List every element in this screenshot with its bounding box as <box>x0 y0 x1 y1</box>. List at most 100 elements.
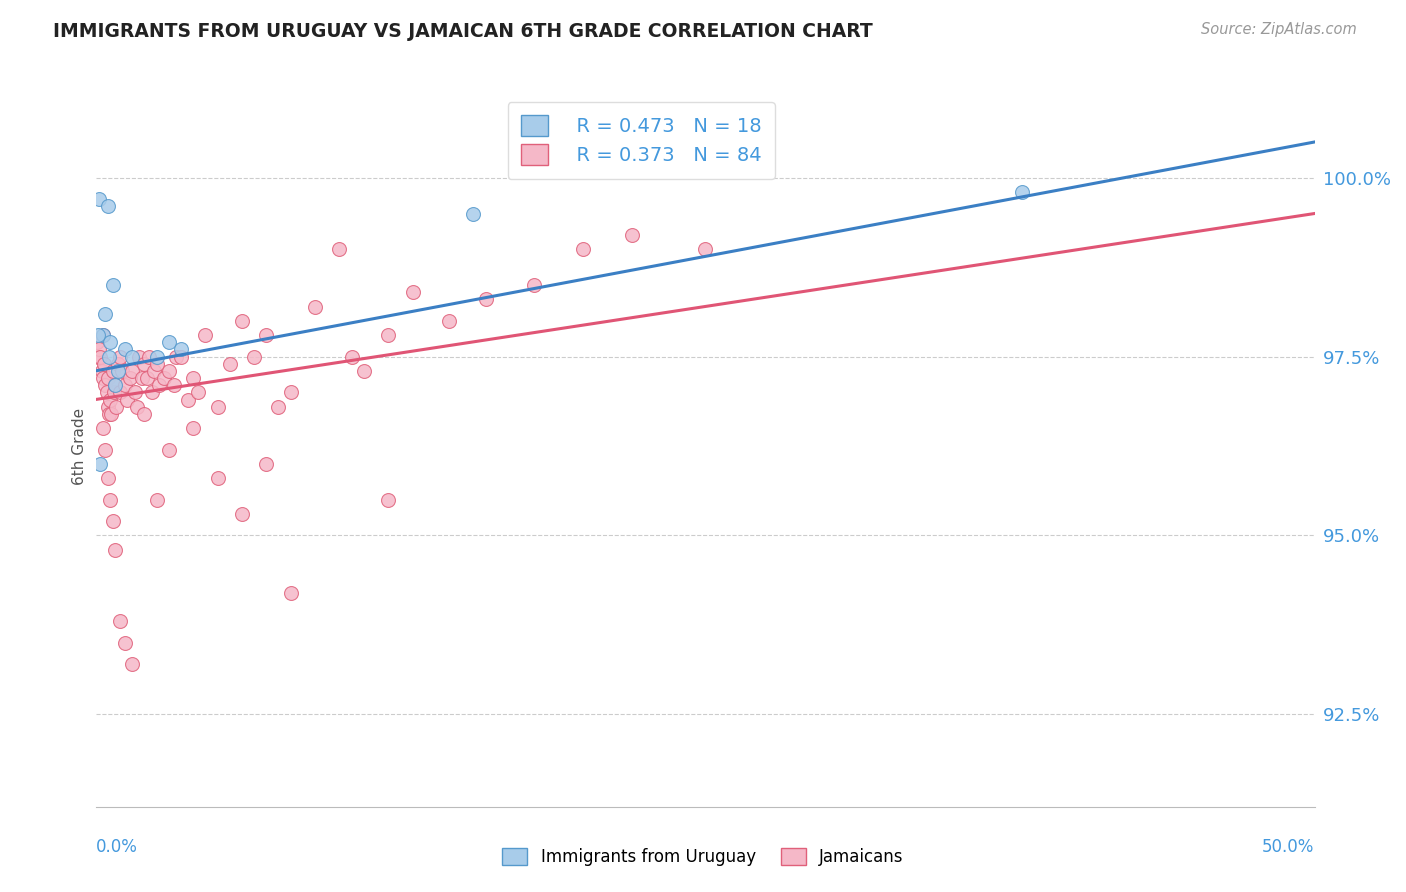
Point <box>280 585 302 599</box>
Point <box>194 328 217 343</box>
Point <box>145 492 167 507</box>
Point <box>1011 185 1033 199</box>
Point <box>187 385 209 400</box>
Point <box>177 392 200 407</box>
Point <box>94 378 117 392</box>
Point <box>103 385 125 400</box>
Point <box>117 392 139 407</box>
Text: Source: ZipAtlas.com: Source: ZipAtlas.com <box>1201 22 1357 37</box>
Point <box>108 614 131 628</box>
Point <box>128 350 150 364</box>
Point <box>98 350 121 364</box>
Point <box>401 285 423 300</box>
Point <box>162 378 184 392</box>
Point <box>98 392 121 407</box>
Point <box>377 492 399 507</box>
Point <box>181 421 204 435</box>
Point <box>353 364 375 378</box>
Point <box>153 371 176 385</box>
Point <box>138 350 160 364</box>
Point <box>170 350 193 364</box>
Point <box>231 507 253 521</box>
Point <box>134 407 156 421</box>
Point <box>141 385 163 400</box>
Point <box>125 400 148 414</box>
Point <box>94 442 117 457</box>
Point <box>207 471 229 485</box>
Legend:   R = 0.473   N = 18,   R = 0.373   N = 84: R = 0.473 N = 18, R = 0.373 N = 84 <box>508 102 775 179</box>
Point <box>104 378 127 392</box>
Point <box>101 514 124 528</box>
Point <box>93 357 115 371</box>
Point <box>97 400 120 414</box>
Point <box>463 206 485 220</box>
Point <box>121 364 143 378</box>
Point <box>91 328 114 343</box>
Point <box>97 371 120 385</box>
Point <box>157 364 180 378</box>
Point <box>105 400 128 414</box>
Point <box>100 407 122 421</box>
Point <box>98 335 121 350</box>
Point <box>340 350 363 364</box>
Point <box>145 357 167 371</box>
Point <box>254 328 277 343</box>
Y-axis label: 6th Grade: 6th Grade <box>72 408 87 484</box>
Point <box>620 227 643 242</box>
Point <box>104 378 127 392</box>
Legend: Immigrants from Uruguay, Jamaicans: Immigrants from Uruguay, Jamaicans <box>496 841 910 873</box>
Point <box>114 378 136 392</box>
Point <box>97 471 120 485</box>
Point <box>97 199 120 213</box>
Text: 50.0%: 50.0% <box>1263 838 1315 855</box>
Point <box>104 542 127 557</box>
Point <box>328 242 350 256</box>
Point <box>207 400 229 414</box>
Point <box>157 442 180 457</box>
Point <box>143 364 166 378</box>
Point <box>91 371 114 385</box>
Point <box>107 357 129 371</box>
Point <box>243 350 266 364</box>
Point <box>437 314 460 328</box>
Point <box>165 350 187 364</box>
Point <box>121 657 143 672</box>
Point <box>280 385 302 400</box>
Point <box>107 364 129 378</box>
Text: 0.0%: 0.0% <box>96 838 138 855</box>
Point <box>131 371 153 385</box>
Point <box>121 350 143 364</box>
Point <box>96 385 118 400</box>
Point <box>304 300 326 314</box>
Point <box>572 242 595 256</box>
Point <box>114 343 136 357</box>
Point <box>695 242 717 256</box>
Point <box>89 350 111 364</box>
Point <box>377 328 399 343</box>
Point <box>181 371 204 385</box>
Point <box>91 421 114 435</box>
Point <box>157 335 180 350</box>
Point <box>267 400 290 414</box>
Point <box>218 357 240 371</box>
Point <box>114 636 136 650</box>
Point <box>474 293 496 307</box>
Point <box>134 357 156 371</box>
Point <box>101 364 124 378</box>
Point <box>145 350 167 364</box>
Point <box>94 307 117 321</box>
Point <box>108 385 131 400</box>
Point <box>89 192 111 206</box>
Point <box>90 364 112 378</box>
Point <box>87 328 110 343</box>
Point <box>170 343 193 357</box>
Point <box>86 335 108 350</box>
Point <box>108 350 131 364</box>
Point <box>523 278 546 293</box>
Point <box>231 314 253 328</box>
Point <box>124 385 146 400</box>
Point <box>135 371 157 385</box>
Text: IMMIGRANTS FROM URUGUAY VS JAMAICAN 6TH GRADE CORRELATION CHART: IMMIGRANTS FROM URUGUAY VS JAMAICAN 6TH … <box>53 22 873 41</box>
Point <box>91 328 114 343</box>
Point <box>148 378 170 392</box>
